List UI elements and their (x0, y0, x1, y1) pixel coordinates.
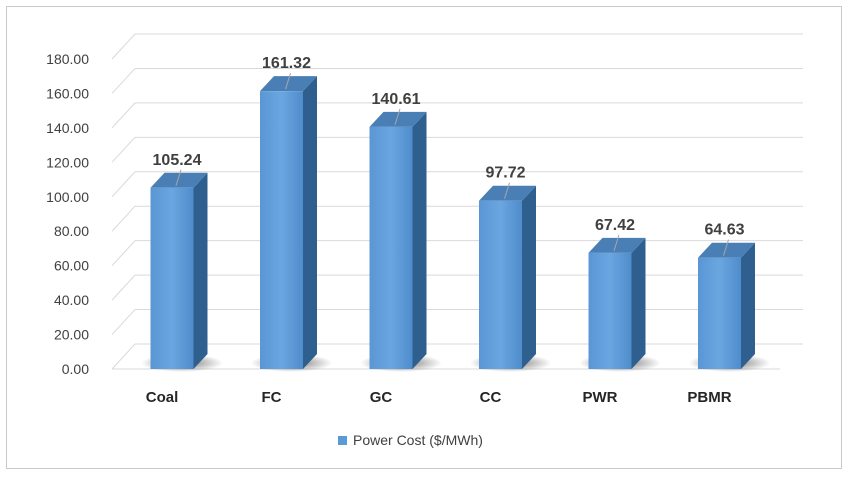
bar-front (150, 187, 194, 369)
x-axis-ticks: Coal FC GC CC PWR PBMR (146, 389, 732, 406)
y-tick-label: 60.00 (54, 258, 89, 274)
x-tick-label: PWR (583, 389, 618, 406)
bar-top (260, 76, 317, 92)
leader-line (723, 239, 729, 256)
bar-coal (141, 172, 223, 372)
bar-top (150, 172, 208, 188)
y-tick-label: 140.00 (46, 120, 89, 136)
bar-side (303, 76, 317, 369)
data-label: 105.24 (153, 152, 202, 169)
bar-front (698, 257, 741, 369)
leader-line (504, 182, 510, 199)
bar-front (369, 126, 413, 369)
gridline-depth (111, 102, 136, 129)
y-tick-label: 80.00 (54, 223, 89, 239)
bar-side (193, 172, 208, 369)
bar-pwr (579, 237, 661, 372)
gridline-depth (111, 205, 136, 232)
y-tick-label: 120.00 (46, 154, 89, 170)
y-tick-label: 0.00 (62, 361, 89, 377)
bar-top (588, 237, 646, 253)
bar-top (479, 185, 536, 201)
gridline-depth (111, 240, 136, 267)
y-tick-label: 20.00 (54, 327, 89, 343)
bar-front (479, 200, 522, 369)
bar-gc (360, 111, 442, 372)
legend: Power Cost ($/MWh) (338, 432, 483, 448)
gridlines (111, 33, 803, 370)
gridline-depth (111, 33, 136, 60)
gridline-depth (111, 171, 136, 198)
x-tick-label: GC (370, 389, 393, 406)
gridline-depth (111, 68, 136, 94)
gridline-depth (111, 343, 136, 370)
leader-line (613, 234, 620, 252)
data-label: 97.72 (485, 165, 525, 182)
legend-swatch (338, 436, 347, 445)
data-label: 64.63 (704, 222, 744, 239)
leader-line (175, 169, 182, 186)
bars (141, 76, 771, 372)
data-labels: 105.24 161.32 140.61 97.72 67.42 64.63 (153, 55, 745, 256)
bar-top (698, 242, 755, 258)
bar-top (369, 111, 427, 127)
y-tick-label: 40.00 (54, 292, 89, 308)
bar-side (741, 242, 755, 369)
data-label: 67.42 (595, 217, 635, 234)
data-label: 161.32 (262, 55, 311, 72)
leader-line (394, 108, 401, 125)
gridline-depth (111, 136, 136, 163)
bar-fc (250, 76, 333, 372)
bar-side (412, 111, 427, 370)
x-tick-label: FC (262, 389, 282, 406)
x-tick-label: Coal (146, 389, 179, 406)
bar-pbmr (688, 242, 771, 372)
bar-side (522, 185, 536, 369)
y-axis-ticks: 0.00 20.00 40.00 60.00 80.00 100.00 120.00 140.… (46, 51, 89, 377)
y-tick-label: 160.00 (46, 85, 89, 101)
gridline-depth (111, 309, 136, 335)
bar-side (631, 237, 646, 369)
data-label: 140.61 (372, 91, 421, 108)
bar-cc (469, 185, 552, 372)
y-tick-label: 180.00 (46, 51, 89, 67)
x-tick-label: CC (480, 389, 502, 406)
bar-front (588, 252, 632, 369)
bar-front (260, 91, 303, 369)
leader-line (285, 73, 291, 90)
legend-label: Power Cost ($/MWh) (353, 432, 483, 448)
y-tick-label: 100.00 (46, 189, 89, 205)
gridline-depth (111, 274, 136, 301)
x-tick-label: PBMR (687, 389, 731, 406)
